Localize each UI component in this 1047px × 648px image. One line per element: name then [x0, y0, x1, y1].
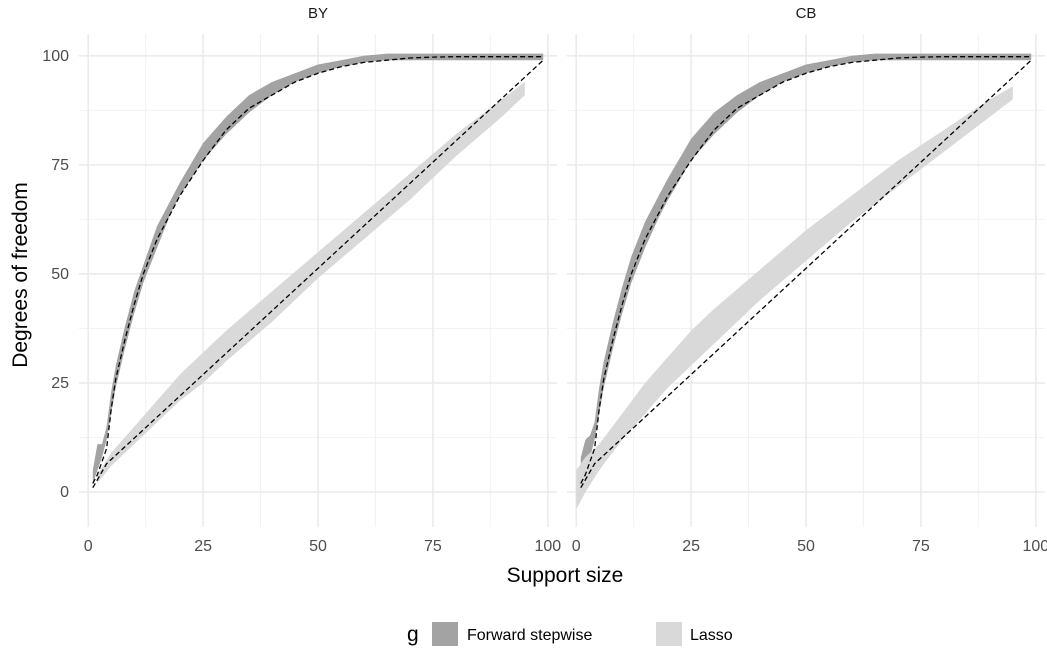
y-tick-label: 100 [42, 48, 69, 65]
y-tick-label: 50 [51, 266, 69, 283]
y-tick-label: 75 [51, 157, 69, 174]
x-tick-label: 25 [682, 538, 700, 555]
panel-cb: CB 0 25 50 75 100 [567, 5, 1047, 555]
x-tick-label: 50 [309, 538, 327, 555]
lasso-ribbon [576, 86, 1013, 510]
x-axis-title: Support size [507, 564, 624, 587]
x-tick-label: 100 [1022, 538, 1047, 555]
legend-key-forward-stepwise [432, 622, 458, 646]
reference-dashed-line [580, 59, 1032, 489]
oracle-dashed-line [580, 56, 1032, 484]
x-tick-label: 50 [797, 538, 815, 555]
legend-label: Lasso [690, 627, 733, 644]
reference-dashed-line [92, 59, 544, 489]
legend: g Forward stepwise Lasso [407, 622, 733, 646]
panel-label: CB [796, 5, 817, 22]
panel-by: BY 0 25 50 75 100 0 25 50 75 100 [42, 5, 561, 555]
legend-label: Forward stepwise [467, 627, 592, 644]
legend-key-lasso [656, 622, 682, 646]
panel-label: BY [308, 5, 328, 22]
x-tick-label: 75 [912, 538, 930, 555]
lasso-ribbon [97, 82, 525, 484]
y-axis-title: Degrees of freedom [9, 182, 32, 368]
x-tick-label: 25 [194, 538, 212, 555]
legend-title: g [407, 623, 419, 646]
x-tick-label: 75 [424, 538, 442, 555]
y-tick-label: 0 [60, 484, 69, 501]
oracle-dashed-line [92, 56, 544, 484]
x-tick-label: 0 [572, 538, 581, 555]
x-tick-label: 0 [84, 538, 93, 555]
y-tick-label: 25 [51, 375, 69, 392]
x-tick-label: 100 [534, 538, 561, 555]
